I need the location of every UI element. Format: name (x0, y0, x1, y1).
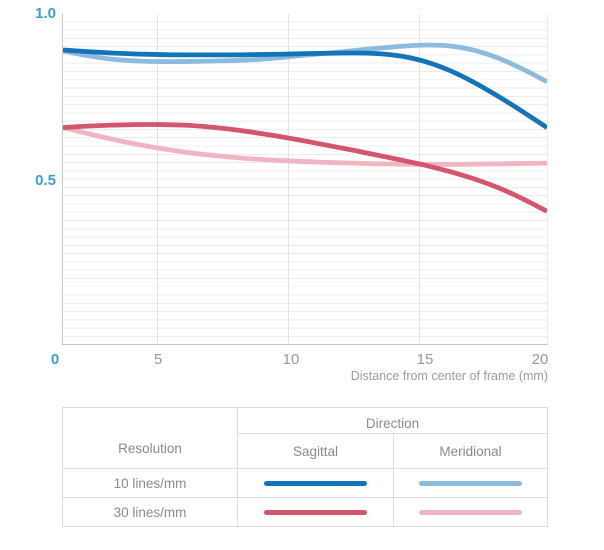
x-tick-15: 15 (416, 351, 434, 368)
x-tick-10: 10 (282, 351, 300, 368)
x-axis-title: Distance from center of frame (mm) (350, 369, 548, 383)
legend-row-10-sagittal-cell (238, 468, 394, 497)
legend-table: Resolution Direction Sagittal Meridional… (62, 407, 548, 527)
legend-row-30-label: 30 lines/mm (63, 497, 238, 526)
curve-10-lines-mm-sagittal (63, 47, 547, 130)
curve-30-lines-mm-sagittal (63, 122, 547, 214)
mtf-curves (63, 42, 547, 214)
vertical-gridline-15 (419, 14, 420, 344)
x-tick-5: 5 (153, 351, 163, 368)
swatch-10-meridional (419, 480, 522, 486)
legend-resolution-header: Resolution (63, 408, 238, 468)
y-axis-label-1.0: 1.0 (35, 5, 56, 22)
curve-10-lines-mm-meridional (63, 42, 547, 84)
vertical-gridline-5 (157, 14, 158, 344)
legend-row-10-label: 10 lines/mm (63, 468, 238, 497)
plot-area (62, 14, 548, 345)
swatch-10-sagittal (264, 480, 367, 486)
legend-row-30-sagittal-cell (238, 497, 394, 526)
legend-row-10-meridional-cell (394, 468, 547, 497)
x-tick-20: 20 (531, 351, 549, 368)
swatch-30-sagittal (264, 509, 367, 515)
x-tick-0: 0 (50, 351, 60, 368)
legend-row-30-meridional-cell (394, 497, 547, 526)
legend-direction-header: Direction (238, 408, 547, 434)
y-axis-label-0.5: 0.5 (35, 172, 56, 189)
legend-meridional-header: Meridional (439, 443, 502, 459)
legend-sagittal-header: Sagittal (238, 434, 394, 468)
curve-30-lines-mm-meridional (63, 125, 547, 167)
swatch-30-meridional (419, 509, 522, 515)
vertical-gridline-10 (288, 14, 289, 344)
